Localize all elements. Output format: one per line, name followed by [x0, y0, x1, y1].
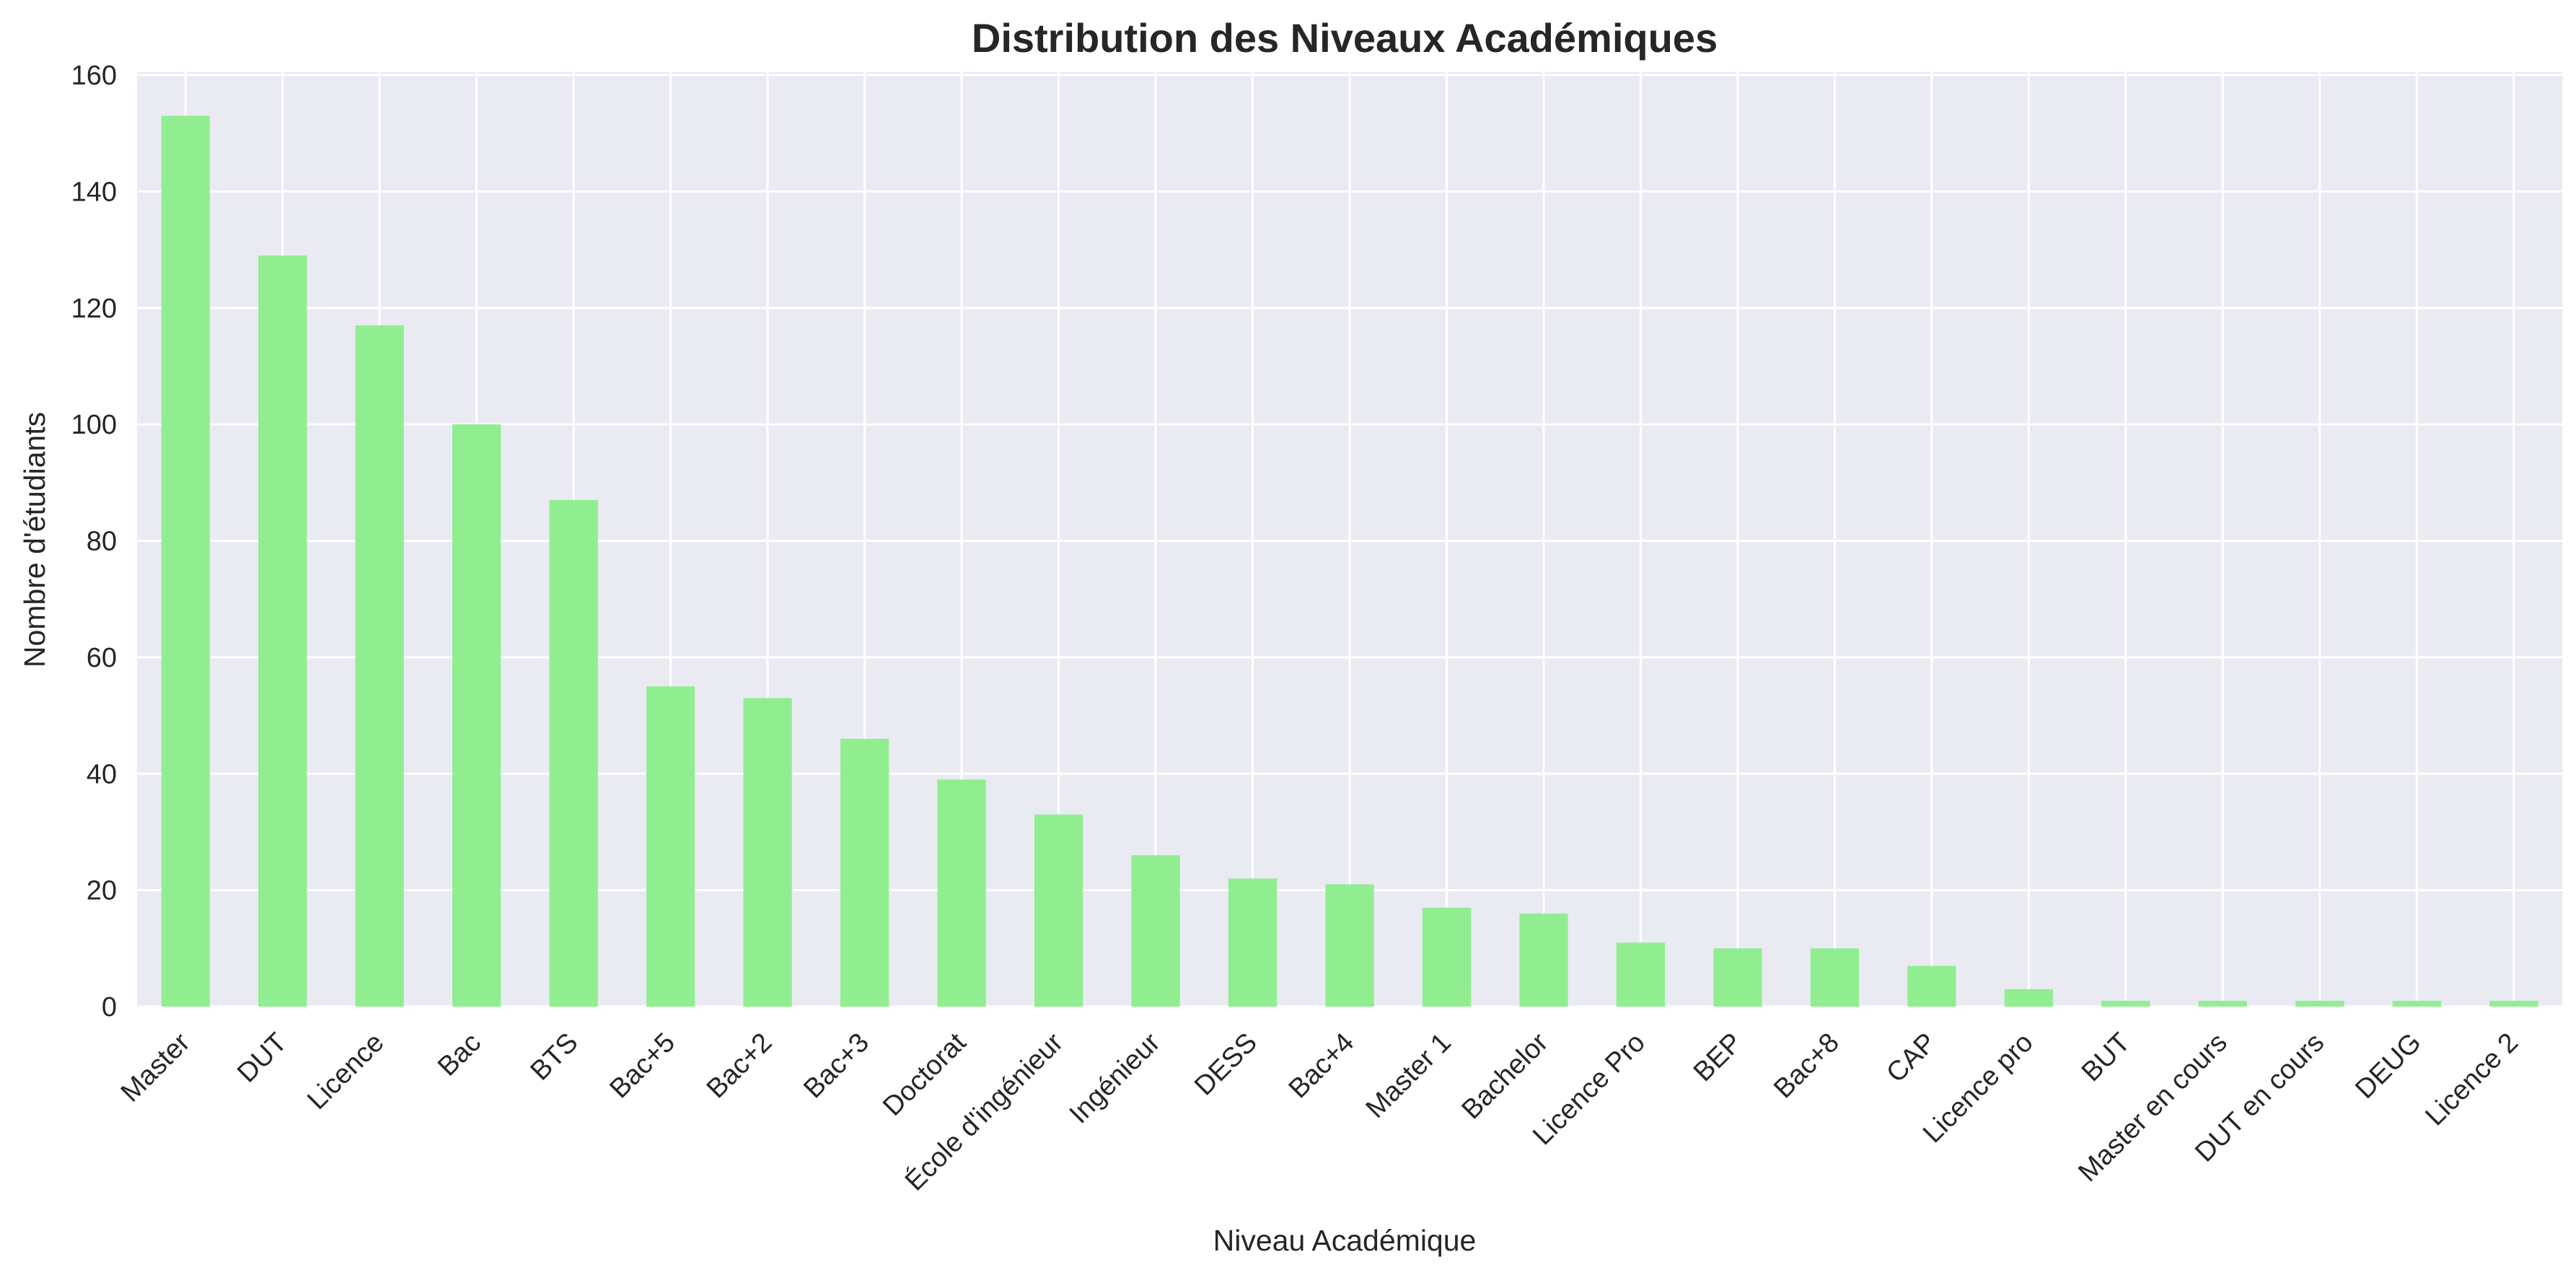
- x-tick-label: BUT: [2076, 1028, 2136, 1087]
- bars: [161, 115, 2538, 1007]
- y-tick-label: 80: [87, 527, 117, 557]
- bar: [549, 500, 598, 1007]
- x-tick-label: DUT: [232, 1028, 293, 1089]
- bar: [2101, 1000, 2150, 1007]
- x-tick-label: Master: [115, 1027, 196, 1108]
- bar: [161, 115, 210, 1007]
- y-tick-label: 120: [71, 294, 117, 324]
- x-tick-label: Ingénieur: [1064, 1027, 1166, 1129]
- x-tick-label: BTS: [525, 1028, 584, 1087]
- bar: [2489, 1000, 2538, 1007]
- y-axis-label: Nombre d'étudiants: [18, 412, 51, 667]
- x-tick-label: Bac+5: [604, 1028, 681, 1105]
- bar: [2004, 989, 2053, 1007]
- bar: [1519, 913, 1568, 1007]
- bar: [1907, 965, 1956, 1007]
- y-tick-label: 20: [87, 876, 117, 906]
- bar: [937, 779, 986, 1007]
- y-tick-label: 160: [71, 61, 117, 91]
- x-tick-label: Doctorat: [877, 1027, 972, 1122]
- x-tick-label: BEP: [1688, 1028, 1748, 1087]
- bar: [1034, 814, 1083, 1007]
- bar: [258, 255, 307, 1007]
- x-axis-ticks: Master DUT Licence Bac BTS Bac+5 Bac+2 Bac+3 Doc…: [115, 1027, 2524, 1197]
- bar: [2198, 1000, 2247, 1007]
- bar: [1325, 884, 1374, 1007]
- bar: [1713, 948, 1762, 1007]
- y-tick-label: 40: [87, 759, 117, 789]
- bar: [452, 424, 501, 1007]
- x-tick-label: Bac+8: [1768, 1028, 1845, 1105]
- bar: [1422, 907, 1472, 1007]
- y-axis-ticks: 0 20 40 60 80 100 120 140 160: [71, 61, 117, 1023]
- x-tick-label: DEUG: [2349, 1028, 2427, 1105]
- y-tick-label: 100: [71, 410, 117, 440]
- y-tick-label: 0: [102, 992, 117, 1023]
- x-tick-label: École d'ingénieur: [899, 1027, 1069, 1197]
- x-tick-label: CAP: [1881, 1028, 1942, 1089]
- x-tick-label: Licence: [302, 1028, 390, 1116]
- x-tick-label: Master 1: [1360, 1028, 1457, 1124]
- bar: [743, 698, 792, 1007]
- y-tick-label: 60: [87, 643, 117, 673]
- x-axis-label: Niveau Académique: [1213, 1224, 1477, 1257]
- bar: [355, 325, 404, 1007]
- chart-title: Distribution des Niveaux Académiques: [972, 15, 1718, 61]
- bar: [1616, 942, 1666, 1007]
- x-tick-label: Bac+3: [798, 1028, 875, 1105]
- x-tick-label: DESS: [1189, 1028, 1263, 1102]
- x-tick-label: Bac: [432, 1028, 487, 1082]
- bar: [2392, 1000, 2441, 1007]
- x-tick-label: Bac+2: [701, 1028, 778, 1105]
- x-tick-label: Licence 2: [2419, 1028, 2524, 1132]
- bar: [1228, 878, 1278, 1007]
- bar: [840, 738, 889, 1007]
- bar: [2295, 1000, 2344, 1007]
- y-tick-label: 140: [71, 177, 117, 207]
- bar: [1810, 948, 1860, 1007]
- bar: [1131, 855, 1180, 1007]
- x-tick-label: Bachelor: [1456, 1027, 1555, 1125]
- bar: [646, 686, 695, 1007]
- x-tick-label: Bac+4: [1283, 1028, 1360, 1105]
